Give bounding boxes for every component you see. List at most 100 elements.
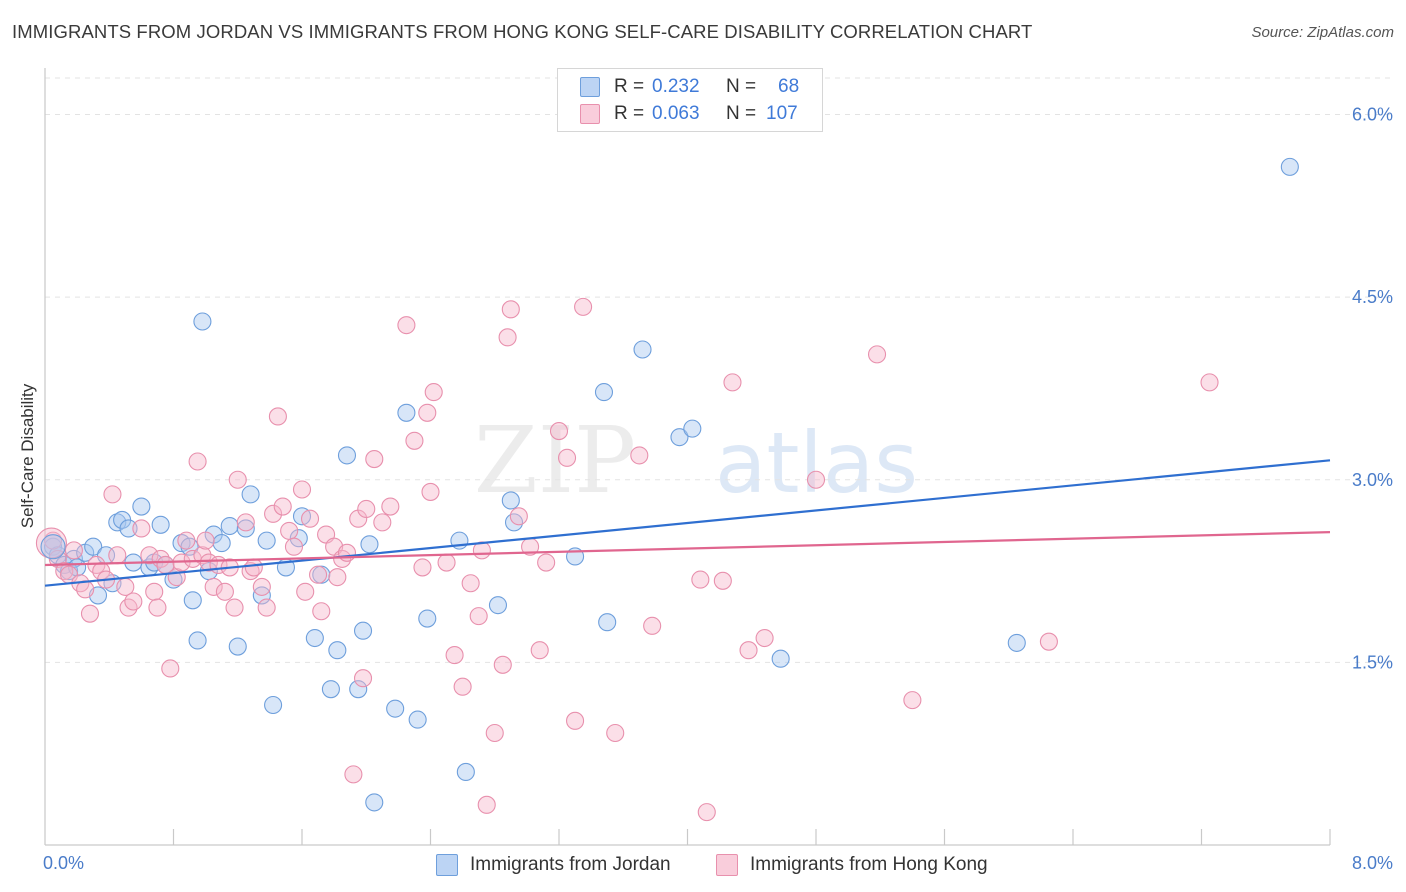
jordan-point bbox=[236, 519, 255, 538]
hk-point bbox=[357, 499, 376, 519]
legend-r-label: R = bbox=[614, 76, 645, 97]
watermark: ZIP atlas bbox=[474, 407, 918, 514]
hk-point bbox=[204, 577, 223, 596]
hk-point bbox=[381, 497, 400, 516]
hk-point bbox=[365, 450, 384, 469]
jordan-point bbox=[321, 680, 340, 699]
jordan-point bbox=[353, 621, 373, 640]
hk-point bbox=[35, 527, 67, 559]
legend-r-value: 0.232 bbox=[652, 76, 700, 97]
hk-point bbox=[196, 531, 215, 550]
hk-point bbox=[236, 513, 255, 532]
jordan-point bbox=[108, 513, 127, 532]
jordan-point bbox=[504, 513, 524, 532]
hk-point bbox=[469, 607, 488, 626]
jordan-point bbox=[220, 516, 239, 536]
hk-point bbox=[606, 723, 625, 743]
jordan-point bbox=[328, 641, 347, 660]
hk-point bbox=[188, 452, 207, 471]
hk-point bbox=[55, 562, 74, 581]
points-layer bbox=[35, 157, 1299, 822]
hk-point bbox=[413, 558, 432, 577]
hk-point bbox=[296, 582, 315, 601]
hk-point bbox=[244, 558, 263, 577]
trend-layer bbox=[44, 459, 1331, 587]
hk-point bbox=[140, 546, 159, 565]
jordan-point bbox=[84, 537, 103, 556]
jordan-point bbox=[119, 519, 138, 538]
hk-point bbox=[268, 407, 287, 426]
jordan-point bbox=[365, 793, 384, 812]
hk-point bbox=[630, 446, 649, 465]
bottom-legend-jordan: Immigrants from Jordan bbox=[436, 851, 671, 879]
legend-n-value: 107 bbox=[766, 103, 798, 124]
hk-point bbox=[145, 582, 164, 601]
jordan-point bbox=[598, 613, 617, 632]
hk-point bbox=[264, 504, 283, 523]
jordan-point bbox=[164, 570, 183, 589]
hk-point bbox=[353, 669, 373, 688]
jordan-point bbox=[771, 649, 790, 668]
jordan-point bbox=[337, 446, 357, 465]
hk-point bbox=[333, 549, 352, 568]
jordan-point bbox=[212, 534, 231, 553]
jordan-point bbox=[386, 699, 405, 718]
hk-point bbox=[509, 507, 528, 526]
hk-point bbox=[549, 422, 569, 441]
hk-point bbox=[453, 677, 472, 696]
jordan-point bbox=[43, 537, 63, 556]
jordan-point bbox=[257, 531, 276, 550]
hk-point bbox=[80, 604, 100, 623]
hk-point bbox=[328, 568, 347, 587]
watermark-zip: ZIP bbox=[474, 407, 636, 514]
legend-n-label: N = bbox=[726, 103, 757, 124]
jordan-point bbox=[305, 628, 324, 648]
hk-point bbox=[300, 509, 320, 528]
axes bbox=[44, 68, 1331, 846]
hk-point bbox=[445, 646, 464, 665]
hk-point bbox=[574, 297, 593, 316]
hk-point bbox=[397, 316, 416, 335]
jordan-point bbox=[183, 591, 202, 610]
jordan-point bbox=[418, 609, 437, 628]
chart-title: IMMIGRANTS FROM JORDAN VS IMMIGRANTS FRO… bbox=[12, 21, 1033, 42]
hk-point bbox=[119, 598, 138, 617]
hk-point bbox=[493, 655, 512, 674]
jordan-point bbox=[633, 340, 652, 359]
jordan-point bbox=[488, 596, 508, 615]
hk-point bbox=[537, 553, 556, 572]
watermark-atlas: atlas bbox=[715, 414, 918, 512]
hk-point bbox=[108, 546, 127, 565]
hk-point bbox=[344, 765, 363, 784]
y-tick-label: 3.0% bbox=[1352, 470, 1393, 490]
hk-point bbox=[691, 570, 710, 589]
jordan-point bbox=[456, 762, 475, 782]
hk-point bbox=[424, 383, 443, 402]
jordan-point bbox=[349, 680, 368, 699]
hk-point bbox=[1200, 373, 1219, 392]
hk-point bbox=[64, 541, 83, 560]
bottom-legend-hk: Immigrants from Hong Kong bbox=[716, 851, 988, 879]
hk-point bbox=[124, 592, 143, 611]
legend-r-label: R = bbox=[614, 103, 645, 124]
hk-point bbox=[405, 431, 424, 450]
hk-point bbox=[193, 546, 212, 565]
hk-point bbox=[228, 470, 247, 489]
jordan-point bbox=[241, 485, 260, 504]
legend-swatch-jordan bbox=[580, 77, 600, 97]
jordan-point bbox=[408, 710, 427, 729]
hk-point bbox=[723, 373, 742, 392]
y-tick-label: 6.0% bbox=[1352, 105, 1393, 125]
jordan-point bbox=[264, 695, 283, 715]
x-tick-label-left: 0.0% bbox=[43, 853, 84, 873]
jordan-point bbox=[228, 637, 247, 656]
y-tick-label: 4.5% bbox=[1352, 287, 1393, 307]
jordan-point bbox=[132, 497, 151, 516]
hk-point bbox=[252, 577, 271, 596]
jordan-point bbox=[397, 403, 416, 422]
legend-swatch-hk bbox=[580, 104, 600, 124]
tick-labels: 1.5% 3.0% 4.5% 6.0% 0.0% 8.0% bbox=[43, 105, 1393, 873]
bottom-legend-swatch-hk bbox=[716, 854, 738, 876]
hk-point bbox=[485, 723, 504, 743]
